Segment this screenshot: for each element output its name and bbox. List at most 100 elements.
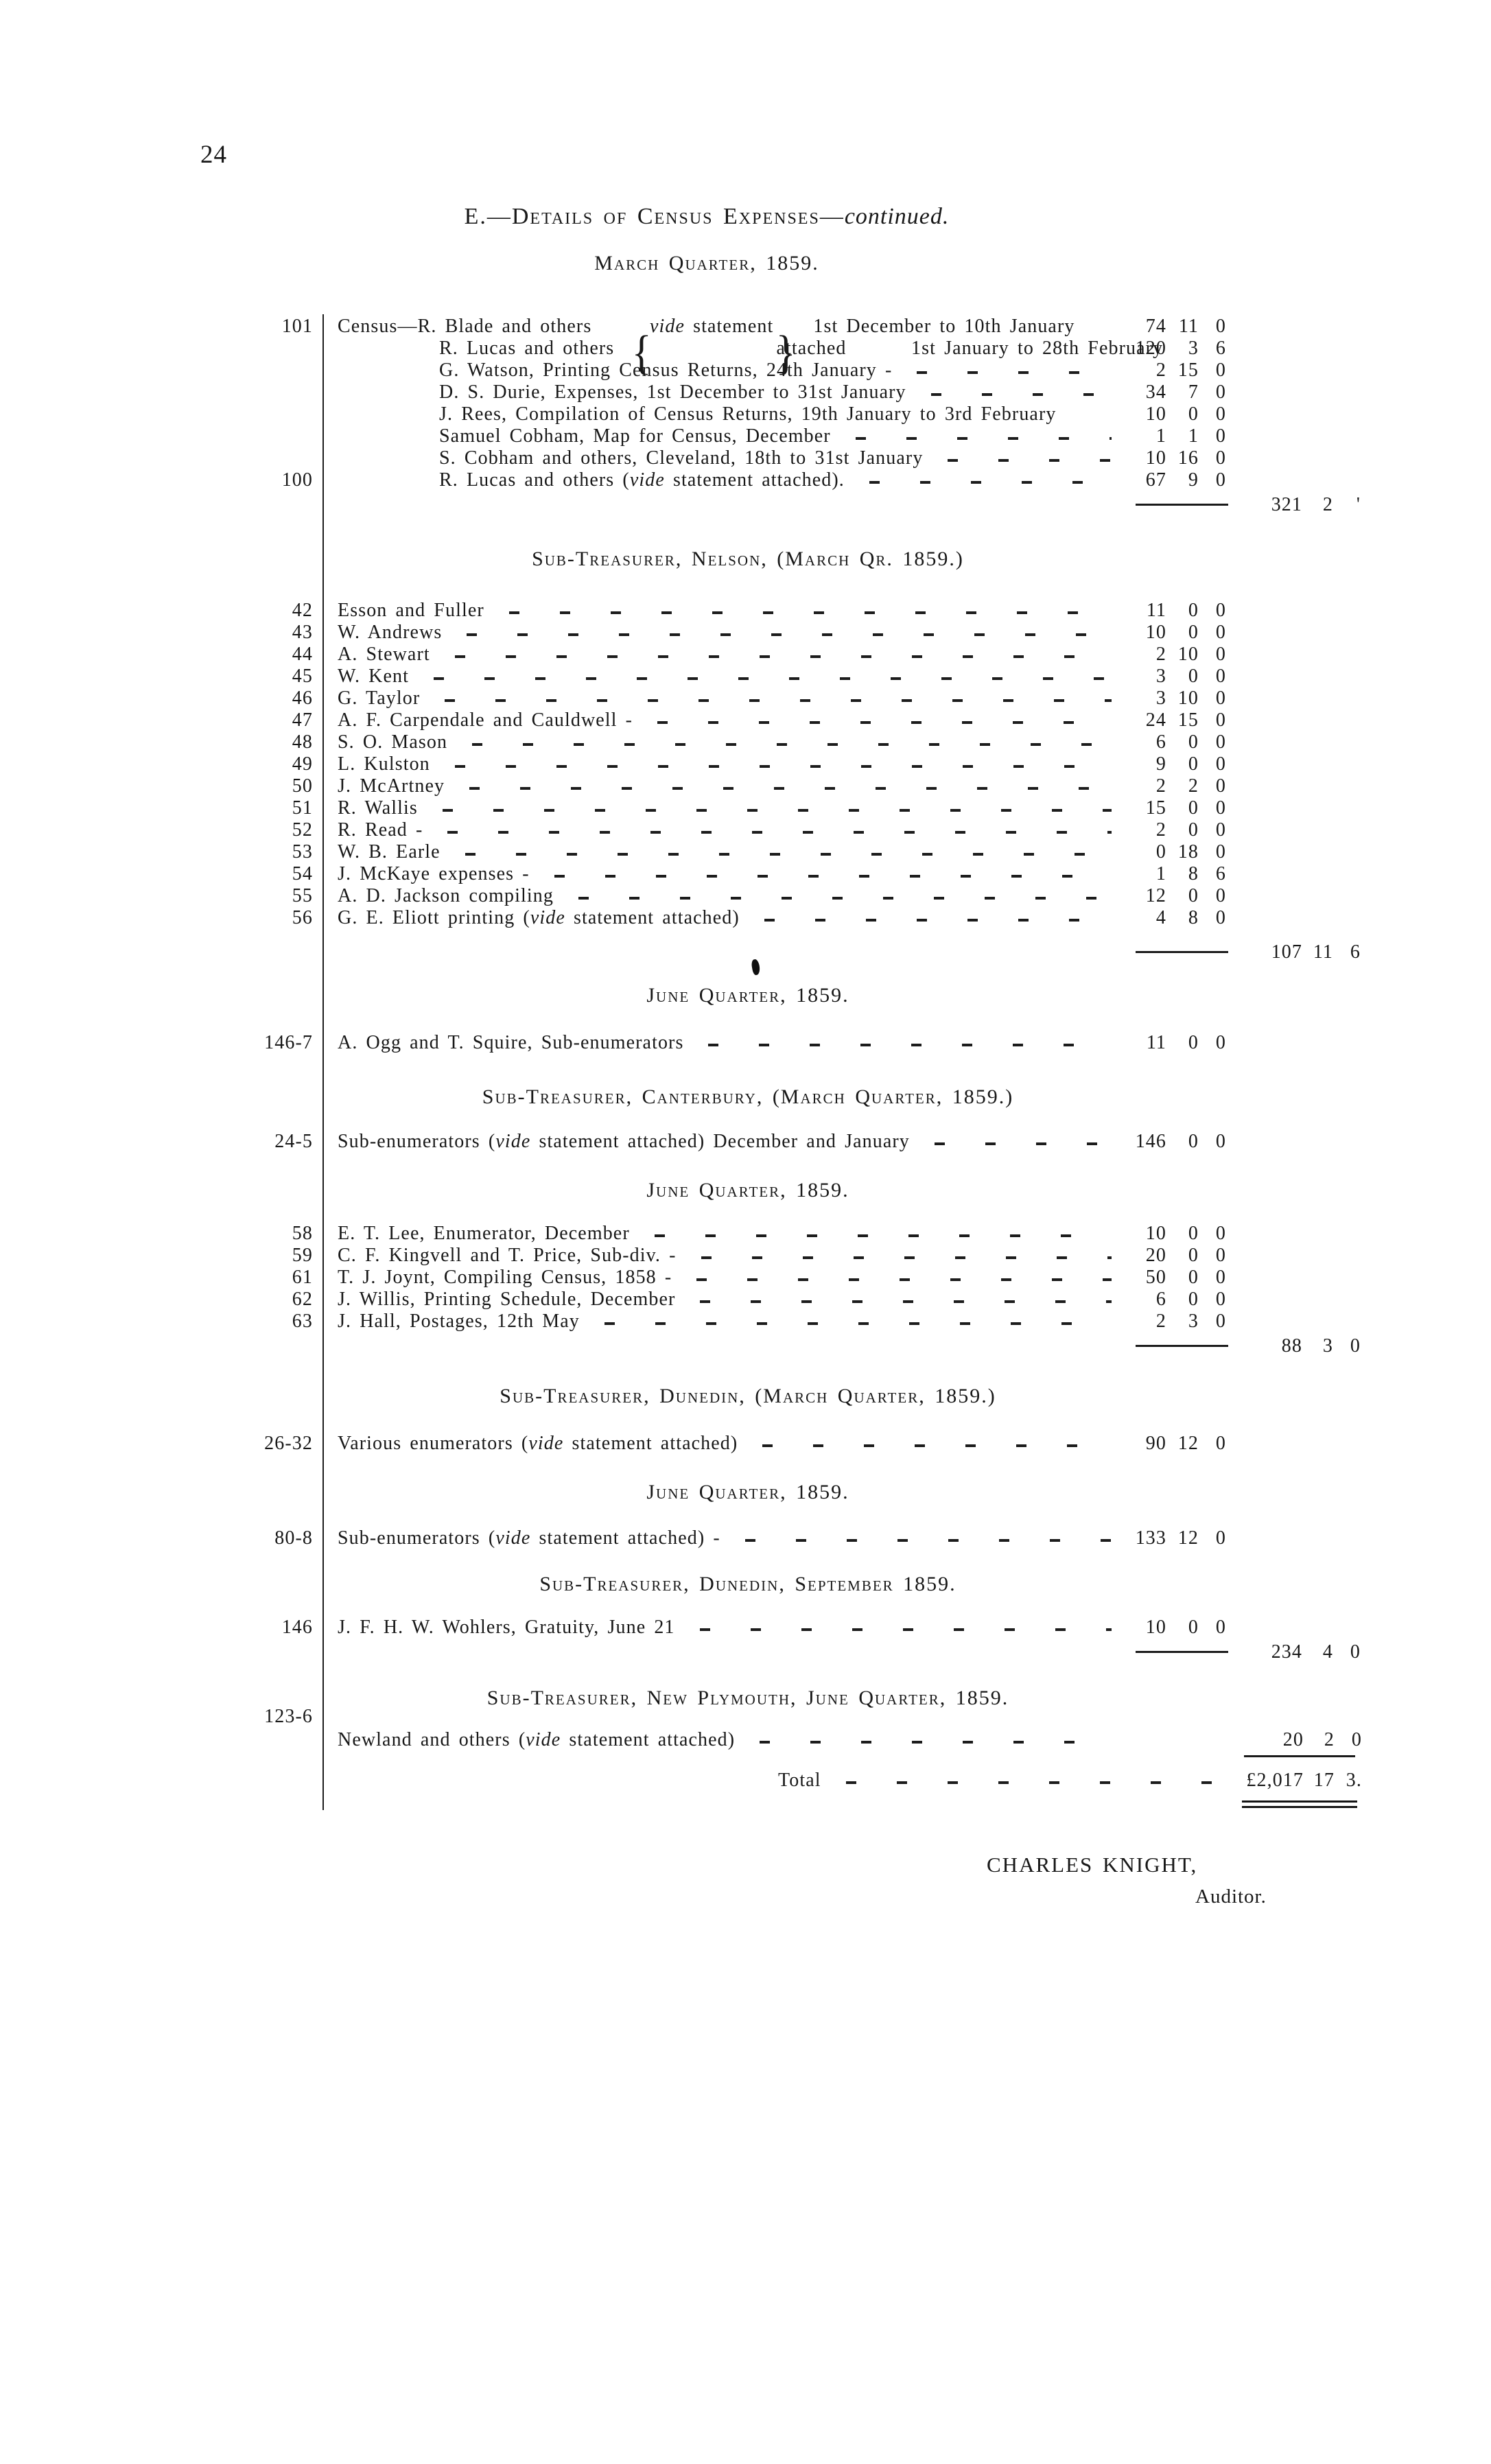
ledger-block: Sub-Treasurer, Dunedin, (March Quarter, …	[226, 1383, 1365, 1455]
brace-right-glyph: }	[776, 326, 797, 379]
payee-name: Census—R. Blade and others	[338, 316, 592, 337]
dash-leader	[917, 371, 1112, 374]
amount-shillings: 0	[1188, 1267, 1199, 1288]
brace-note: vide statement	[650, 316, 774, 337]
ref-cell: 51	[292, 797, 313, 819]
amount-pounds: 146	[1135, 1131, 1166, 1152]
amount-pounds: 2	[1155, 1311, 1166, 1332]
amount-pounds: 34	[1145, 382, 1166, 403]
amount-pence: 0	[1215, 1617, 1226, 1638]
amount-pounds: 9	[1155, 753, 1166, 775]
table-row: 55 A. D. Jackson compiling 12 0 0	[226, 885, 1365, 907]
section-heading: June Quarter, 1859.	[646, 984, 849, 1007]
amount-pounds: 50	[1145, 1267, 1166, 1288]
description-cell: D. S. Durie, Expenses, 1st December to 3…	[329, 382, 1128, 403]
amount-shillings: 0	[1188, 753, 1199, 775]
ref-cell: 24-5	[274, 1131, 313, 1152]
dash-leader	[445, 699, 1112, 702]
amount-pence: 0	[1215, 819, 1226, 841]
amount-pence: 0	[1215, 622, 1226, 643]
description-text: G. Taylor	[338, 688, 421, 709]
description-cell: Total	[329, 1770, 1230, 1792]
dash-leader	[948, 459, 1112, 462]
description-text: J. Rees, Compilation of Census Returns, …	[439, 403, 1057, 425]
table-row: 62 J. Willis, Printing Schedule, December…	[226, 1289, 1365, 1311]
total-pounds: £2,017	[1246, 1770, 1304, 1791]
table-row: G. Watson, Printing Census Returns, 24th…	[226, 360, 1365, 382]
dash-leader	[554, 875, 1112, 878]
amount-shillings: 0	[1188, 666, 1199, 687]
table-row: 48 S. O. Mason 6 0 0	[226, 731, 1365, 753]
spacer	[226, 1755, 1244, 1758]
ledger-block: June Quarter, 1859. 146-7 A. Ogg and T. Sq…	[226, 983, 1365, 1054]
description-cell: W. B. Earle	[329, 841, 1128, 863]
table-row: 58 E. T. Lee, Enumerator, December 10 0 0	[226, 1223, 1365, 1245]
table-row: 63 J. Hall, Postages, 12th May 2 3 0	[226, 1311, 1365, 1333]
description-cell: W. Kent	[329, 666, 1128, 688]
amount-shillings: 18	[1177, 841, 1199, 863]
amount-pence: 0	[1215, 841, 1226, 863]
ledger-block: Total £2,017 17 3.	[226, 1770, 1365, 1808]
table-row: D. S. Durie, Expenses, 1st December to 3…	[226, 382, 1365, 403]
amount-shillings: 1	[1188, 425, 1199, 447]
ref-cell: 123-6	[264, 1706, 313, 1727]
amount-shillings: 2	[1188, 775, 1199, 797]
dash-leader	[930, 393, 1112, 396]
amount-shillings: 0	[1188, 819, 1199, 841]
ref-cell: 45	[292, 666, 313, 687]
table-row: 50 J. McArtney 2 2 0	[226, 775, 1365, 797]
section-heading: Sub-Treasurer, New Plymouth, June Quarte…	[486, 1687, 1009, 1709]
amount-pence: 0	[1215, 797, 1226, 819]
amount-shillings: 0	[1188, 731, 1199, 753]
table-vertical-rule	[322, 314, 324, 1810]
amount-pounds: 2	[1155, 644, 1166, 665]
ref-cell: 100	[281, 469, 313, 491]
dash-leader	[604, 1322, 1112, 1325]
subtotal-pounds: 88	[1281, 1335, 1302, 1357]
total-pence: 3.	[1346, 1770, 1362, 1791]
ledger-block: June Quarter, 1859. 80-8 Sub-enumerators (…	[226, 1479, 1365, 1549]
brace-note: attached	[776, 338, 847, 359]
description-text: J. McArtney	[338, 775, 445, 797]
amount-pence: 6	[1215, 863, 1226, 884]
description-cell: R. Lucas and others attached 1st January t…	[329, 338, 1162, 360]
subtotal-pence: 6	[1350, 941, 1361, 963]
amount-pounds: 12	[1145, 885, 1166, 906]
description-text: A. Stewart	[338, 644, 430, 665]
description-text: R. Lucas and others (vide statement atta…	[439, 469, 845, 491]
amount-pounds: 20	[1145, 1245, 1166, 1266]
description-text: A. D. Jackson compiling	[338, 885, 554, 906]
amount-pounds: 6	[1155, 1289, 1166, 1310]
ref-cell: 58	[292, 1223, 313, 1244]
amount-pence: 0	[1215, 382, 1226, 403]
description-text: R. Read -	[338, 819, 423, 841]
description-text: W. Kent	[338, 666, 409, 687]
ledger-block: Sub-Treasurer, New Plymouth, June Quarte…	[226, 1685, 1365, 1758]
ref-cell: 42	[292, 600, 313, 621]
table-row: 61 T. J. Joynt, Compiling Census, 1858 - 5…	[226, 1267, 1365, 1289]
amount-shillings: 0	[1188, 797, 1199, 819]
rows-group: 26-32 Various enumerators (vide statement…	[226, 1433, 1365, 1455]
description-text: R. Wallis	[338, 797, 418, 819]
table-row: 42 Esson and Fuller 11 0 0	[226, 600, 1365, 622]
description-cell: A. Stewart	[329, 644, 1128, 666]
subtotal-pence: 0	[1350, 1641, 1361, 1663]
description-cell: T. J. Joynt, Compiling Census, 1858 -	[329, 1267, 1128, 1289]
description-cell: G. Taylor	[329, 688, 1128, 709]
amount-shillings: 10	[1177, 644, 1199, 665]
amount-pence: 0	[1215, 469, 1226, 491]
description-cell: Various enumerators (vide statement atta…	[329, 1433, 1128, 1455]
amount-shillings: 3	[1188, 1311, 1199, 1332]
rows-group: 58 E. T. Lee, Enumerator, December 10 0 0 59 C…	[226, 1223, 1365, 1333]
ref-cell: 146-7	[264, 1032, 313, 1053]
description-cell: J. Hall, Postages, 12th May	[329, 1311, 1128, 1333]
table-row: S. Cobham and others, Cleveland, 18th to…	[226, 447, 1365, 469]
ref-cell: 54	[292, 863, 313, 884]
total-double-rule	[1242, 1800, 1357, 1808]
document-title-main: E.—Details of Census Expenses—	[464, 204, 845, 229]
amount-pence: 0	[1215, 360, 1226, 381]
table-row: 26-32 Various enumerators (vide statement…	[226, 1433, 1365, 1455]
description-text: J. Hall, Postages, 12th May	[338, 1311, 580, 1332]
amount-pounds: 1	[1155, 863, 1166, 884]
dash-leader	[472, 743, 1112, 746]
